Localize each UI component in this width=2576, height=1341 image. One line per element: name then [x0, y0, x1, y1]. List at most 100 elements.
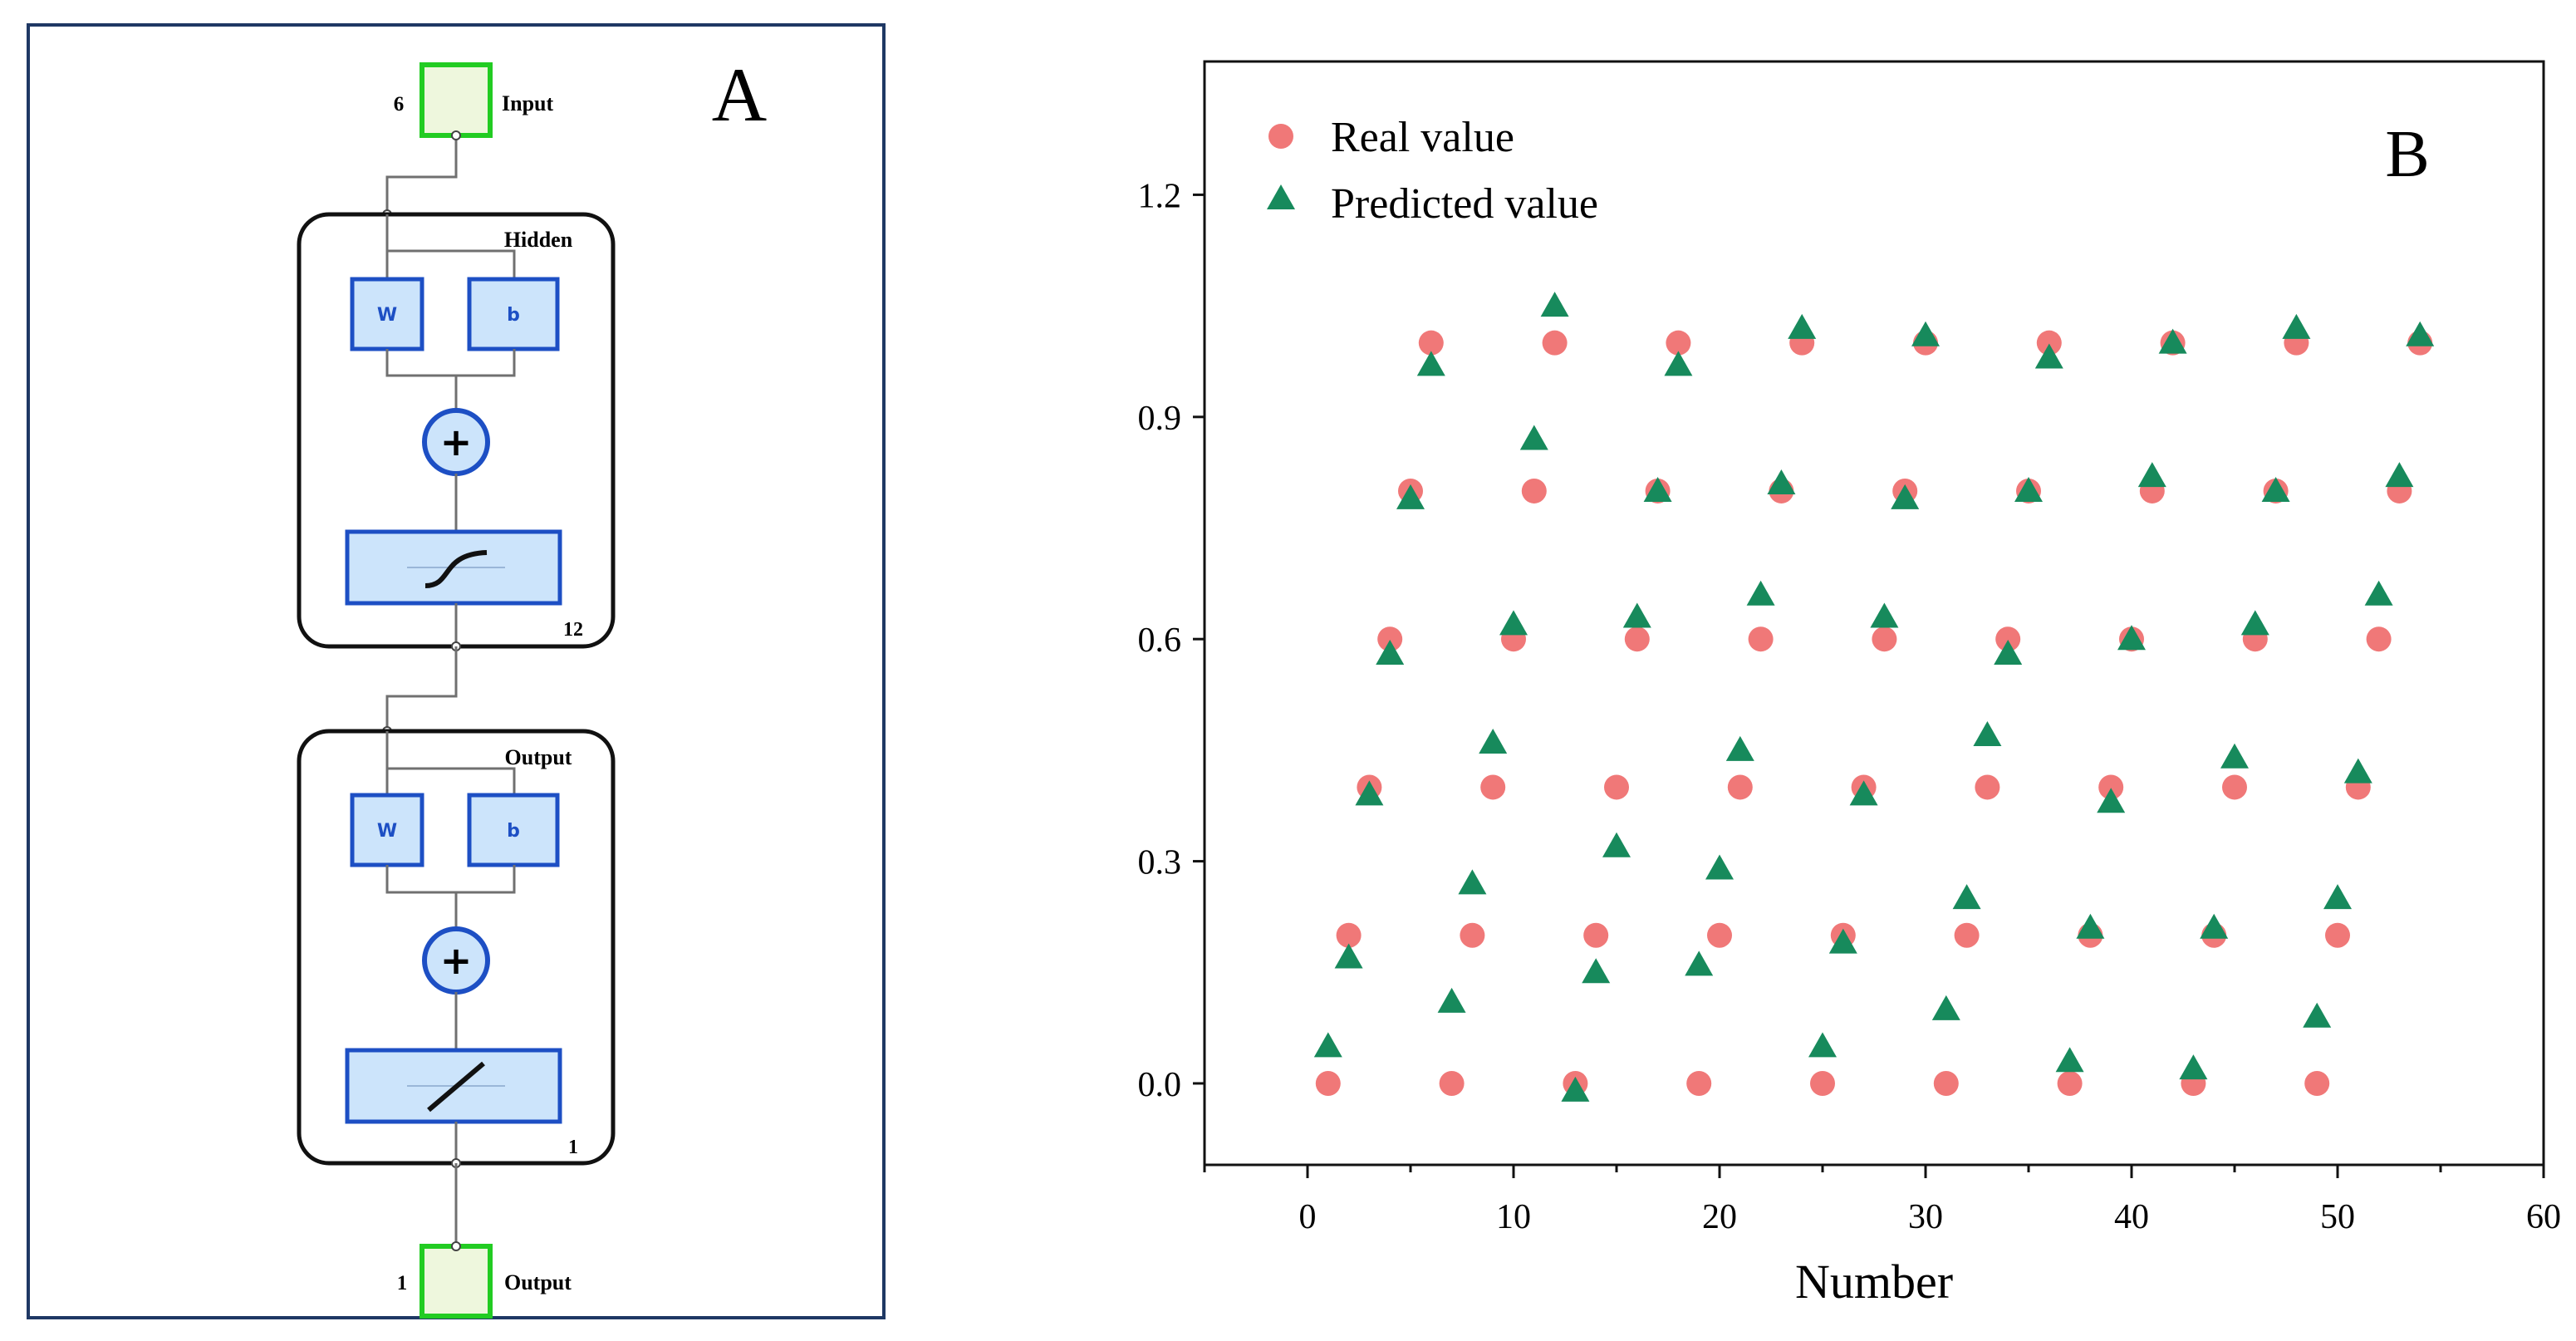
linear-line-icon [427, 1061, 485, 1113]
real-value-point [1418, 330, 1444, 356]
hidden-wire-in-b [387, 249, 516, 279]
legend-predicted-label: Predicted value [1331, 180, 1598, 228]
real-value-point [2057, 1070, 2083, 1096]
input-label: Input [502, 91, 553, 115]
predicted-value-point [1479, 728, 1508, 754]
predicted-value-point [1313, 1032, 1342, 1058]
output-node [420, 1244, 493, 1319]
x-axis-title: Number [1795, 1255, 1953, 1309]
predicted-value-point [1582, 958, 1611, 984]
y-tick-label: 1.2 [1138, 177, 1182, 215]
hidden-wire-merge [385, 349, 516, 410]
real-value-point [1666, 330, 1691, 356]
real-value-point [2222, 774, 2247, 800]
real-value-point [1748, 626, 1774, 652]
output-units: 1 [568, 1137, 578, 1158]
sigmoid-curve-icon [424, 550, 488, 588]
y-tick-label: 0.9 [1138, 400, 1182, 438]
output-weight-block [350, 793, 424, 867]
predicted-value-point [2240, 610, 2269, 636]
predicted-value-point [2034, 343, 2063, 369]
real-value-point [2366, 626, 2392, 652]
predicted-value-point [1973, 721, 2002, 747]
network-diagram: A 6 Input Hidden W b + 12 Output W b + 1… [27, 23, 886, 1319]
predicted-value-point [2385, 462, 2414, 488]
predicted-value-point [1437, 987, 1466, 1013]
real-value-point [2304, 1070, 2330, 1096]
output-wire-in-b [387, 767, 516, 795]
real-value-point [1439, 1070, 1465, 1096]
predicted-value-point [2364, 580, 2393, 606]
predicted-value-point [1622, 602, 1651, 628]
predicted-value-point [1808, 1032, 1837, 1058]
predicted-value-point [1994, 640, 2023, 666]
x-tick-label: 30 [1908, 1198, 1943, 1236]
predicted-value-point [2137, 462, 2166, 488]
y-tick-label: 0.0 [1138, 1066, 1182, 1104]
predicted-value-point [2282, 313, 2311, 339]
plot-frame [1203, 60, 2545, 1167]
predicted-value-point [1788, 313, 1817, 339]
output-layer-title: Output [505, 745, 572, 769]
x-tick-label: 10 [1496, 1198, 1531, 1236]
real-value-point [1336, 922, 1362, 948]
real-value-point [1624, 626, 1650, 652]
real-value-point [1707, 922, 1732, 948]
output-bias-label: b [507, 821, 520, 842]
connector-input-hidden [385, 135, 458, 214]
y-tick-label: 0.3 [1138, 844, 1182, 882]
real-value-point [1315, 1070, 1341, 1096]
predicted-value-point [1561, 1076, 1590, 1102]
hidden-units: 12 [563, 619, 583, 641]
panel-b-label: B [2385, 118, 2429, 191]
real-value-point [1810, 1070, 1835, 1096]
series-layer [1313, 292, 2435, 1102]
predicted-value-point [1643, 476, 1672, 502]
predicted-value-point [2220, 743, 2249, 769]
hidden-weight-label: W [377, 305, 397, 326]
predicted-value-point [1664, 351, 1693, 376]
real-value-point [1377, 626, 1403, 652]
predicted-value-point [1458, 869, 1487, 895]
legend-real-marker [1268, 124, 1293, 149]
port-input-out [451, 130, 461, 140]
output-weight-label: W [377, 821, 397, 842]
output-label: Output [504, 1270, 572, 1294]
scatter-chart: 0.0 0.3 0.6 0.9 1.2 0 10 20 30 40 50 60 B Number R… [1138, 60, 2561, 1309]
real-value-point [1995, 626, 2021, 652]
real-value-point [2098, 774, 2124, 800]
predicted-value-point [1828, 928, 1857, 954]
predicted-value-point [2303, 1002, 2332, 1028]
predicted-value-point [2055, 1047, 2084, 1073]
output-sum-symbol: + [440, 938, 473, 983]
predicted-value-point [1396, 484, 1425, 509]
real-value-point [2036, 330, 2062, 356]
predicted-value-point [1499, 610, 1528, 636]
predicted-value-point [1931, 995, 1960, 1020]
real-value-point [1954, 922, 1980, 948]
predicted-value-point [1870, 602, 1899, 628]
real-value-point [1872, 626, 1897, 652]
real-value-point [1727, 774, 1753, 800]
y-axis: 0.0 0.3 0.6 0.9 1.2 [1138, 177, 1205, 1104]
predicted-value-point [1602, 832, 1631, 857]
predicted-value-point [1849, 780, 1878, 806]
predicted-value-point [1334, 943, 1363, 969]
predicted-value-point [2117, 625, 2146, 651]
predicted-value-point [2261, 476, 2290, 502]
x-axis: 0 10 20 30 40 50 60 [1203, 1165, 2561, 1236]
input-size: 6 [394, 93, 405, 115]
legend: Real value Predicted value [1267, 114, 1598, 228]
predicted-value-point [2014, 476, 2043, 502]
predicted-value-point [1355, 780, 1384, 806]
legend-real-label: Real value [1331, 114, 1514, 161]
connector-hidden-output [385, 646, 458, 731]
real-value-point [1583, 922, 1609, 948]
predicted-value-point [1540, 292, 1569, 317]
real-value-point [1542, 330, 1568, 356]
legend-predicted-marker [1267, 184, 1295, 209]
predicted-value-point [1952, 884, 1981, 910]
output-size: 1 [397, 1272, 408, 1294]
predicted-value-point [2076, 913, 2105, 939]
predicted-value-point [1767, 469, 1796, 495]
